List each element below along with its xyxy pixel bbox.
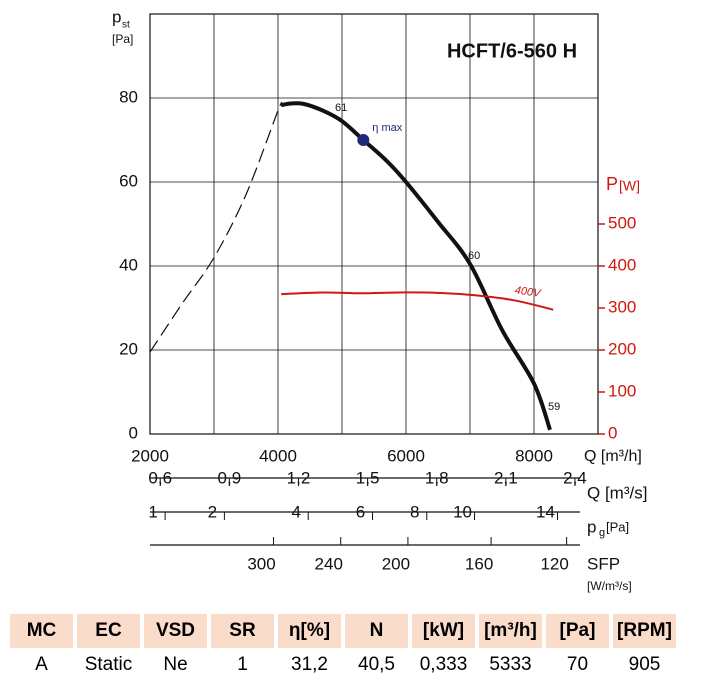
curve-label: 60: [468, 250, 480, 262]
y-tick-label: 60: [119, 171, 138, 190]
table-cell: 905: [628, 654, 661, 675]
table-cell: SR: [211, 614, 274, 648]
x-tick-label: 4000: [259, 446, 297, 465]
secondary-tick-label: 240: [315, 554, 343, 573]
y-label-sub: st: [122, 20, 130, 31]
y2-tick-label: 0: [608, 423, 617, 442]
data-table: MC EC VSD SR η[%] N [kW] [m³/h] [Pa] [RPM] A Static…: [6, 614, 680, 682]
secondary-tick-label: 1: [148, 502, 157, 521]
secondary-axis-unit: [Pa]: [606, 519, 629, 534]
eta-max-point: [357, 134, 370, 146]
table-cell: VSD: [144, 614, 207, 648]
secondary-tick-label: 200: [382, 554, 410, 573]
secondary-axis-label: Q [m³/s]: [587, 483, 647, 502]
secondary-axis-unit: [W/m³/s]: [587, 579, 632, 593]
secondary-tick-label: 1,2: [287, 468, 311, 487]
table-cell: 31,2: [291, 654, 328, 675]
y2-tick-label: 400: [608, 255, 636, 274]
table-cell: [m³/h]: [479, 614, 542, 648]
y2-tick-label: 500: [608, 213, 636, 232]
plot-frame: [149, 13, 599, 435]
table-cell: η[%]: [278, 614, 341, 648]
x-tick-label: 6000: [387, 446, 425, 465]
y2-label: P: [606, 174, 618, 194]
table-cell: Static: [84, 654, 133, 675]
y-tick-label: 80: [119, 87, 138, 106]
table-row: MC EC VSD SR η[%] N [kW] [m³/h] [Pa] [RPM]: [10, 614, 676, 648]
table-cell: [RPM]: [613, 614, 676, 648]
table-cell: A: [35, 654, 48, 675]
y2-tick-label: 200: [608, 339, 636, 358]
curve: [280, 101, 552, 431]
secondary-tick-label: 6: [356, 502, 365, 521]
secondary-tick-label: 8: [410, 502, 419, 521]
curve: [281, 291, 554, 311]
table-cell: 70: [566, 654, 589, 675]
secondary-tick-label: 1,5: [356, 468, 380, 487]
y-tick-label: 20: [119, 339, 138, 358]
secondary-tick-label: 300: [247, 554, 275, 573]
y-tick-label: 40: [119, 255, 138, 274]
secondary-axis-label-sub: g: [599, 527, 605, 539]
secondary-tick-label: 0,6: [148, 468, 172, 487]
secondary-axis-label: p: [587, 517, 596, 536]
y2-unit: [W]: [619, 178, 640, 194]
table-cell: N: [345, 614, 408, 648]
y2-tick-label: 100: [608, 381, 636, 400]
secondary-tick-label: 160: [465, 554, 493, 573]
x-label: Q [m³/h]: [584, 448, 642, 465]
secondary-tick-label: 2,1: [494, 468, 518, 487]
x-tick-label: 8000: [515, 446, 553, 465]
table-cell: 5333: [489, 654, 532, 675]
table-cell: 1: [237, 654, 248, 675]
y-unit: [Pa]: [112, 32, 133, 46]
x-tick-label: 2000: [131, 446, 169, 465]
chart: HCFT/6-560 H p st [Pa] Q [m³/h] P [W] 0 2…: [112, 7, 647, 593]
secondary-tick-label: 14: [536, 502, 555, 521]
curve-label: 59: [548, 401, 560, 413]
table-cell: EC: [77, 614, 140, 648]
secondary-tick-label: 1,8: [425, 468, 449, 487]
eta-max-label: η max: [372, 122, 402, 134]
table-cell: [kW]: [412, 614, 475, 648]
secondary-tick-label: 10: [453, 502, 472, 521]
series-label: 400V: [514, 284, 543, 300]
table-cell: 40,5: [358, 654, 395, 675]
table-cell: [Pa]: [546, 614, 609, 648]
curve: [149, 101, 283, 353]
table-cell: MC: [10, 614, 73, 648]
chart-title: HCFT/6-560 H: [447, 40, 577, 62]
y-tick-label: 0: [129, 423, 138, 442]
secondary-axis-label: SFP: [587, 554, 620, 573]
y-label: p: [112, 7, 121, 26]
secondary-tick-label: 120: [540, 554, 568, 573]
secondary-tick-label: 2: [208, 502, 217, 521]
y2-tick-label: 300: [608, 297, 636, 316]
secondary-tick-label: 2,4: [563, 468, 587, 487]
table-cell: Ne: [163, 654, 188, 675]
secondary-tick-label: 4: [291, 502, 300, 521]
secondary-tick-label: 0,9: [218, 468, 242, 487]
table-row: A Static Ne 1 31,2 40,5 0,333 5333 70 905: [10, 648, 676, 682]
curve-label: 61: [335, 102, 347, 114]
table-cell: 0,333: [419, 654, 468, 675]
